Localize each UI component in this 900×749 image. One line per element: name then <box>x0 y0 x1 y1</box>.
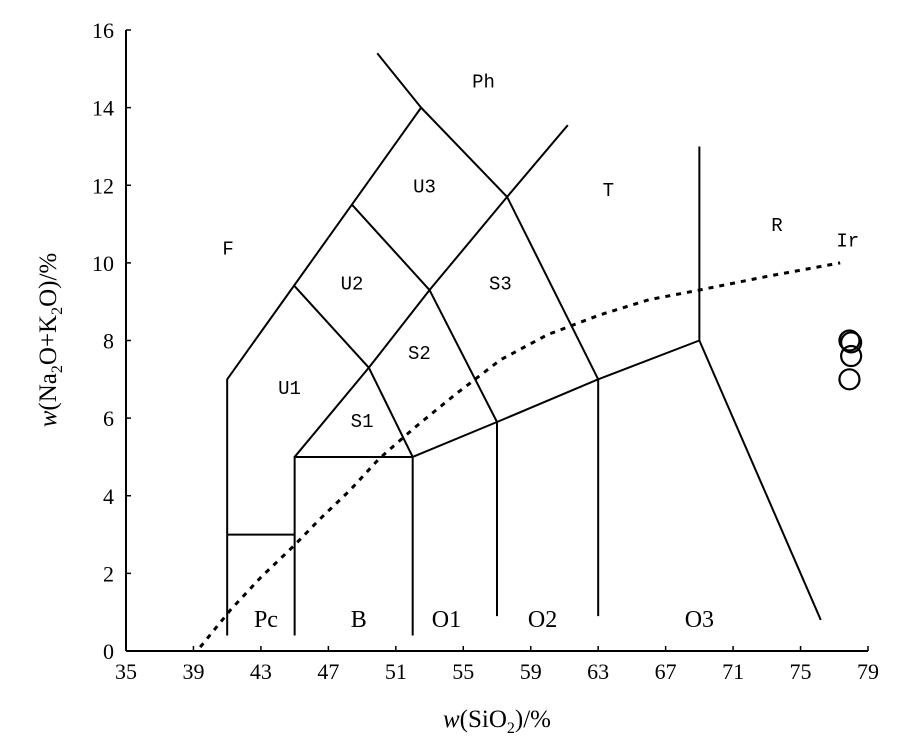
field-boundaries <box>226 52 822 636</box>
data-point <box>838 368 861 391</box>
field-boundary-line <box>367 367 414 458</box>
irvine-line <box>199 261 841 649</box>
x-tick-label: 43 <box>250 659 272 684</box>
field-label: Ph <box>472 71 495 93</box>
x-tick-label: 35 <box>115 659 137 684</box>
x-tick-label: 39 <box>182 659 204 684</box>
y-tick-label: 4 <box>103 484 114 509</box>
field-boundary-line <box>412 146 701 458</box>
field-label: O3 <box>685 607 714 633</box>
x-tick-label: 47 <box>317 659 339 684</box>
data-point <box>840 331 863 354</box>
field-boundary-line <box>293 285 370 369</box>
y-tick-label: 8 <box>103 329 114 354</box>
x-tick-label: 51 <box>385 659 407 684</box>
irvine-baragar-dotted-line <box>199 261 841 649</box>
field-label: U2 <box>341 273 364 295</box>
field-label: T <box>603 180 614 202</box>
field-labels: F Ph T R Ir U3 U2 S3 U1 S2 S1 Pc B O1 O2 O3 <box>222 71 859 632</box>
x-tick-label: 63 <box>587 659 609 684</box>
x-tick-label: 59 <box>520 659 542 684</box>
field-label: O2 <box>528 607 557 633</box>
y-tick-label: 12 <box>92 173 114 198</box>
x-tick-label: 67 <box>655 659 677 684</box>
data-points <box>838 329 863 391</box>
field-label: B <box>351 607 367 633</box>
field-boundary-line <box>351 203 431 291</box>
axes: 35 39 43 47 51 55 59 63 67 71 75 79 0 2 4 6 8 10 12 14 16 <box>92 18 879 684</box>
data-point <box>840 344 863 368</box>
y-tick-label: 16 <box>92 18 114 43</box>
field-label: U1 <box>278 378 301 400</box>
field-boundary-line <box>420 106 508 198</box>
field-label: Pc <box>254 607 278 633</box>
field-label: Ir <box>836 231 859 253</box>
field-label: O1 <box>432 607 461 633</box>
field-label: S2 <box>408 343 431 365</box>
field-boundary-line <box>698 340 822 621</box>
field-label: F <box>222 238 233 260</box>
data-point <box>838 329 861 352</box>
field-boundary-line <box>293 124 569 458</box>
field-boundary-line <box>428 289 498 423</box>
y-tick-label: 2 <box>103 561 114 586</box>
x-tick-label: 75 <box>790 659 812 684</box>
y-axis-title: w(Na2O+K2O)/% <box>35 253 66 428</box>
field-boundary-line <box>293 455 414 636</box>
x-tick-label: 55 <box>452 659 474 684</box>
field-label: R <box>771 215 782 237</box>
field-label: S3 <box>489 273 512 295</box>
field-label: S1 <box>351 411 374 433</box>
y-tick-label: 6 <box>103 406 114 431</box>
x-tick-label: 79 <box>857 659 879 684</box>
x-axis-title: w(SiO2)/% <box>443 706 551 737</box>
y-tick-label: 14 <box>92 96 114 121</box>
field-boundary-line <box>226 52 423 636</box>
y-tick-label: 0 <box>103 639 114 664</box>
x-tick-label: 71 <box>722 659 744 684</box>
field-label: U3 <box>413 176 436 198</box>
y-tick-label: 10 <box>92 251 114 276</box>
field-boundary-line <box>506 196 600 380</box>
